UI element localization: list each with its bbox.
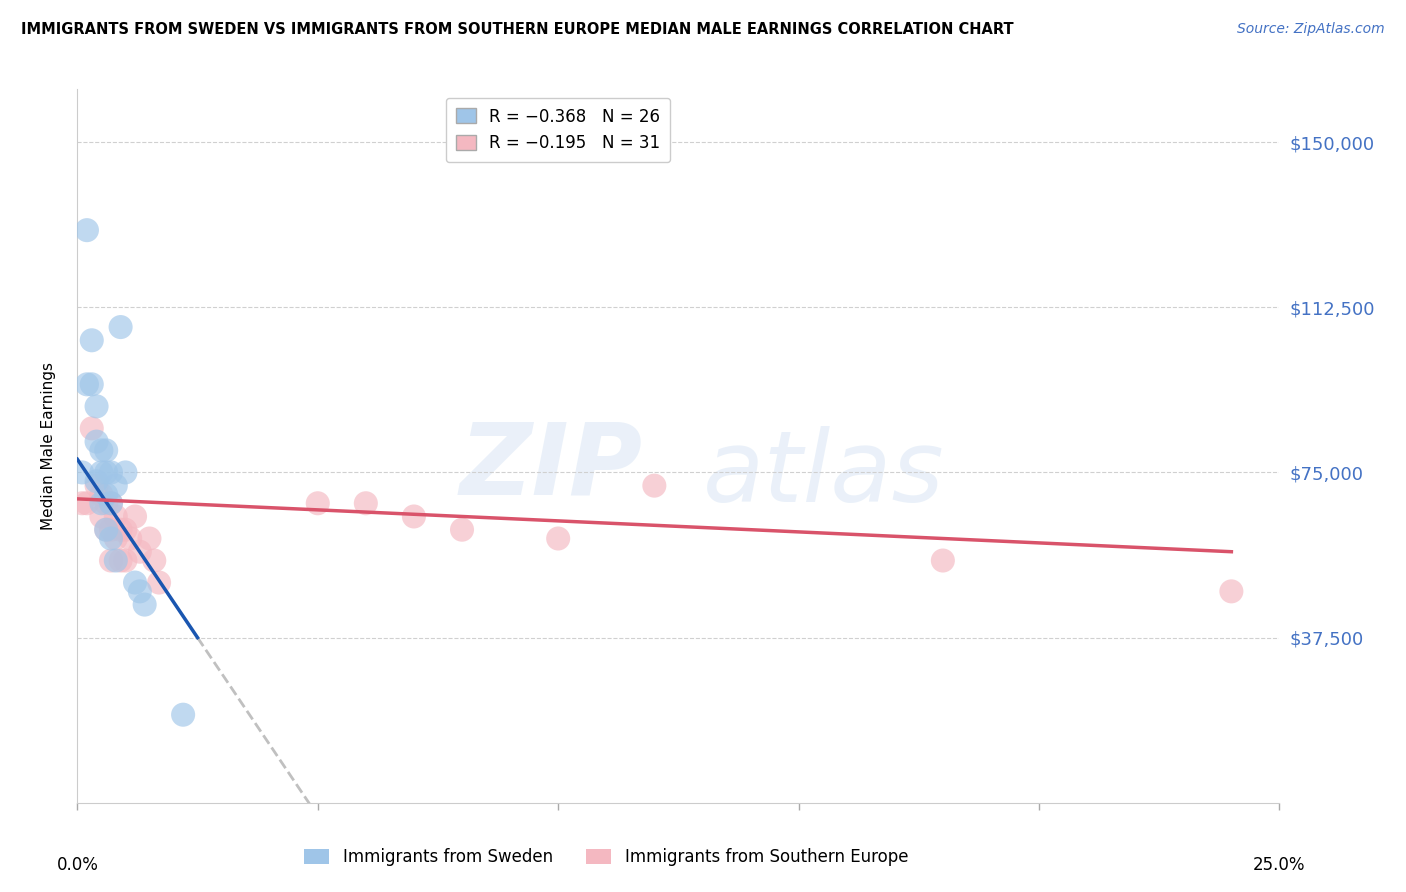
- Point: [104, 478, 127, 492]
- Point: [307, 496, 329, 510]
- Point: [90, 443, 112, 458]
- Point: [104, 553, 127, 567]
- Point: [120, 532, 142, 546]
- Legend: Immigrants from Sweden, Immigrants from Southern Europe: Immigrants from Sweden, Immigrants from …: [298, 842, 915, 873]
- Point: [80, 421, 103, 435]
- Point: [143, 553, 166, 567]
- Point: [100, 553, 122, 567]
- Point: [76, 377, 98, 392]
- Point: [402, 509, 425, 524]
- Point: [96, 466, 118, 480]
- Point: [100, 466, 122, 480]
- Point: [110, 553, 132, 567]
- Point: [110, 523, 132, 537]
- Text: IMMIGRANTS FROM SWEDEN VS IMMIGRANTS FROM SOUTHERN EUROPE MEDIAN MALE EARNINGS C: IMMIGRANTS FROM SWEDEN VS IMMIGRANTS FRO…: [21, 22, 1014, 37]
- Point: [100, 496, 122, 510]
- Point: [80, 333, 103, 347]
- Point: [86, 400, 108, 414]
- Point: [643, 478, 665, 492]
- Text: Source: ZipAtlas.com: Source: ZipAtlas.com: [1237, 22, 1385, 37]
- Point: [114, 523, 136, 537]
- Point: [96, 496, 118, 510]
- Point: [96, 523, 118, 537]
- Text: atlas: atlas: [703, 426, 943, 523]
- Point: [104, 509, 127, 524]
- Point: [148, 575, 170, 590]
- Point: [128, 584, 150, 599]
- Point: [86, 478, 108, 492]
- Text: 25.0%: 25.0%: [1253, 855, 1306, 873]
- Point: [86, 475, 108, 489]
- Point: [932, 553, 955, 567]
- Point: [172, 707, 194, 722]
- Point: [124, 575, 146, 590]
- Point: [96, 443, 118, 458]
- Point: [80, 377, 103, 392]
- Point: [90, 487, 112, 501]
- Point: [96, 523, 118, 537]
- Point: [76, 496, 98, 510]
- Point: [100, 532, 122, 546]
- Point: [547, 532, 569, 546]
- Point: [90, 509, 112, 524]
- Point: [114, 466, 136, 480]
- Point: [114, 553, 136, 567]
- Point: [90, 496, 112, 510]
- Point: [124, 509, 146, 524]
- Point: [90, 466, 112, 480]
- Point: [354, 496, 377, 510]
- Point: [96, 487, 118, 501]
- Point: [110, 320, 132, 334]
- Point: [128, 545, 150, 559]
- Point: [100, 523, 122, 537]
- Point: [100, 496, 122, 510]
- Text: ZIP: ZIP: [460, 419, 643, 516]
- Point: [70, 496, 93, 510]
- Text: 0.0%: 0.0%: [56, 855, 98, 873]
- Point: [70, 466, 93, 480]
- Point: [138, 532, 160, 546]
- Y-axis label: Median Male Earnings: Median Male Earnings: [42, 362, 56, 530]
- Point: [104, 532, 127, 546]
- Point: [86, 434, 108, 449]
- Point: [76, 223, 98, 237]
- Point: [451, 523, 474, 537]
- Point: [134, 598, 156, 612]
- Point: [1220, 584, 1243, 599]
